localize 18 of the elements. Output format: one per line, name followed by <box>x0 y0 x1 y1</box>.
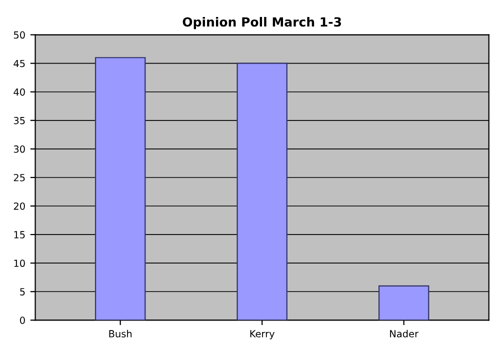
y-tick-label: 45 <box>14 60 25 68</box>
y-tick-label: 5 <box>20 288 25 296</box>
x-tick-label: Bush <box>109 330 132 338</box>
y-tick-label: 30 <box>14 145 25 153</box>
y-tick-label: 0 <box>20 316 25 324</box>
chart-title: Opinion Poll March 1-3 <box>182 16 341 30</box>
y-tick-label: 10 <box>14 260 25 267</box>
y-tick-label: 20 <box>14 202 25 210</box>
y-tick-label: 15 <box>14 231 25 238</box>
bar <box>236 62 288 320</box>
x-tick-label: Kerry <box>250 330 275 340</box>
y-tick-label: 35 <box>14 116 25 124</box>
x-tick-label: Nader <box>390 330 419 338</box>
bar <box>378 285 430 320</box>
y-tick-label: 40 <box>14 88 25 96</box>
y-tick-label: 25 <box>14 174 25 182</box>
bar <box>94 57 146 320</box>
y-tick-label: 50 <box>14 31 25 39</box>
